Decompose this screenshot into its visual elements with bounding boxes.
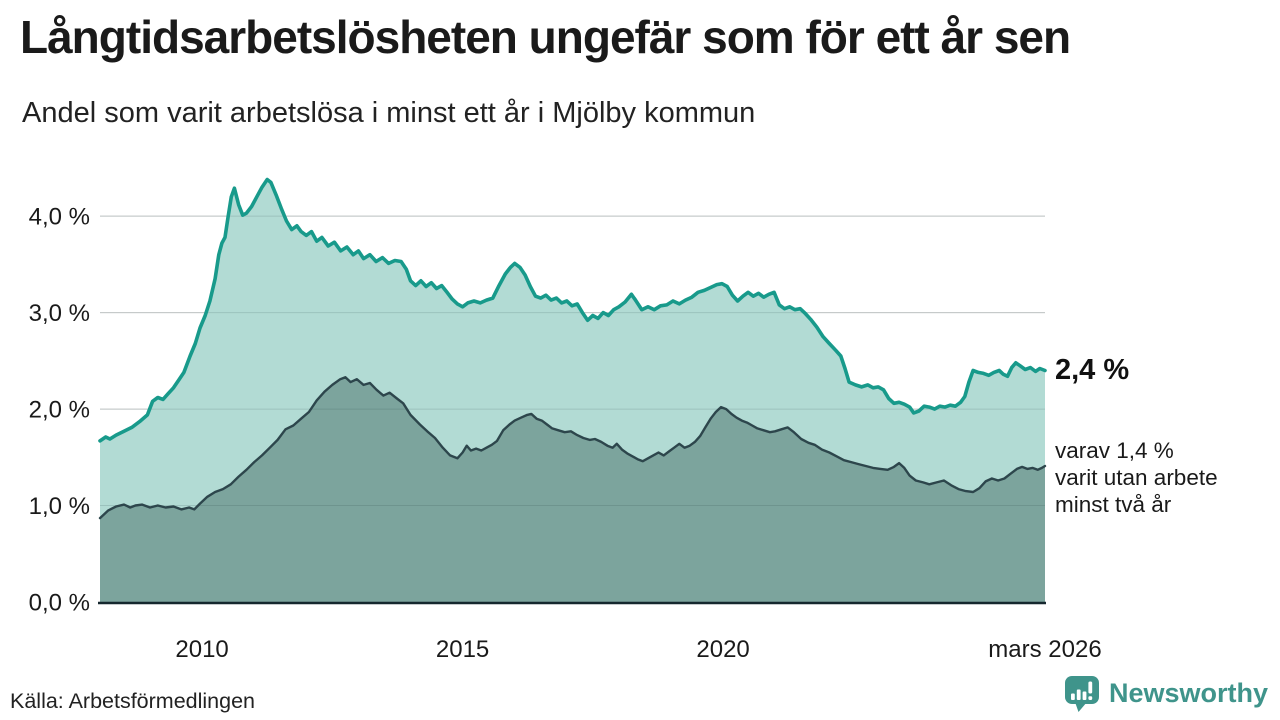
newsworthy-logo: Newsworthy [1063, 674, 1268, 712]
x-tick-label: 2020 [696, 636, 749, 663]
page-subtitle: Andel som varit arbetslösa i minst ett å… [22, 97, 756, 129]
x-tick-label: 2010 [175, 636, 228, 663]
two-year-note-label: varav 1,4 % varit utan arbete minst två … [1055, 438, 1218, 517]
y-tick-label: 2,0 % [29, 397, 90, 424]
y-tick-label: 3,0 % [29, 300, 90, 327]
page-title: Långtidsarbetslösheten ungefär som för e… [20, 11, 1071, 63]
x-tick-label: mars 2026 [988, 636, 1101, 663]
y-tick-label: 4,0 % [29, 204, 90, 231]
series-line-1 [98, 376, 1047, 520]
y-tick-label: 1,0 % [29, 493, 90, 520]
newsworthy-logo-text: Newsworthy [1108, 677, 1268, 708]
y-tick-label: 0,0 % [29, 590, 90, 617]
source-label: Källa: Arbetsförmedlingen [10, 689, 256, 713]
newsworthy-bubble-chart-icon [1064, 676, 1099, 712]
series-area-1 [100, 377, 1045, 602]
series-line-0 [98, 177, 1047, 443]
latest-value-label: 2,4 % [1055, 354, 1130, 386]
x-tick-label: 2015 [436, 636, 489, 663]
